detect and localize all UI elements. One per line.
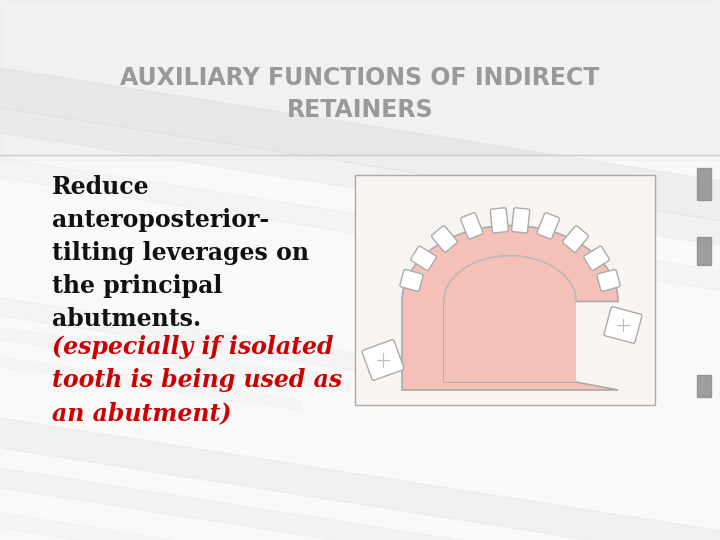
FancyBboxPatch shape: [563, 226, 588, 252]
Text: AUXILIARY FUNCTIONS OF INDIRECT: AUXILIARY FUNCTIONS OF INDIRECT: [120, 66, 600, 90]
Text: (especially if isolated: (especially if isolated: [52, 335, 333, 359]
Bar: [0, 155, 720, 540]
Polygon shape: [0, 150, 720, 300]
FancyBboxPatch shape: [362, 340, 404, 380]
Polygon shape: [0, 410, 720, 540]
Text: an abutment): an abutment): [52, 401, 232, 425]
FancyBboxPatch shape: [431, 226, 457, 252]
Bar: [697, 375, 711, 397]
Text: abutments.: abutments.: [52, 307, 201, 331]
FancyBboxPatch shape: [512, 208, 530, 233]
Polygon shape: [402, 226, 618, 390]
FancyBboxPatch shape: [537, 213, 559, 239]
Text: RETAINERS: RETAINERS: [287, 98, 433, 122]
Text: anteroposterior-: anteroposterior-: [52, 208, 269, 232]
Polygon shape: [0, 100, 720, 255]
FancyBboxPatch shape: [461, 213, 483, 239]
FancyBboxPatch shape: [490, 208, 508, 233]
FancyBboxPatch shape: [355, 175, 655, 405]
FancyBboxPatch shape: [400, 269, 423, 291]
Polygon shape: [0, 460, 720, 540]
FancyBboxPatch shape: [604, 307, 642, 343]
Polygon shape: [0, 60, 720, 230]
Bar: [697, 168, 711, 200]
Polygon shape: [444, 256, 576, 382]
Bar: [0, 0, 720, 160]
Bar: [697, 237, 711, 265]
Polygon shape: [0, 290, 400, 378]
FancyBboxPatch shape: [584, 246, 609, 271]
Polygon shape: [0, 350, 300, 410]
Polygon shape: [0, 320, 350, 392]
Text: the principal: the principal: [52, 274, 222, 298]
Text: tooth is being used as: tooth is being used as: [52, 368, 342, 392]
Polygon shape: [0, 505, 720, 540]
FancyBboxPatch shape: [597, 269, 620, 291]
Text: Reduce: Reduce: [52, 175, 150, 199]
FancyBboxPatch shape: [410, 246, 436, 271]
Text: tilting leverages on: tilting leverages on: [52, 241, 309, 265]
